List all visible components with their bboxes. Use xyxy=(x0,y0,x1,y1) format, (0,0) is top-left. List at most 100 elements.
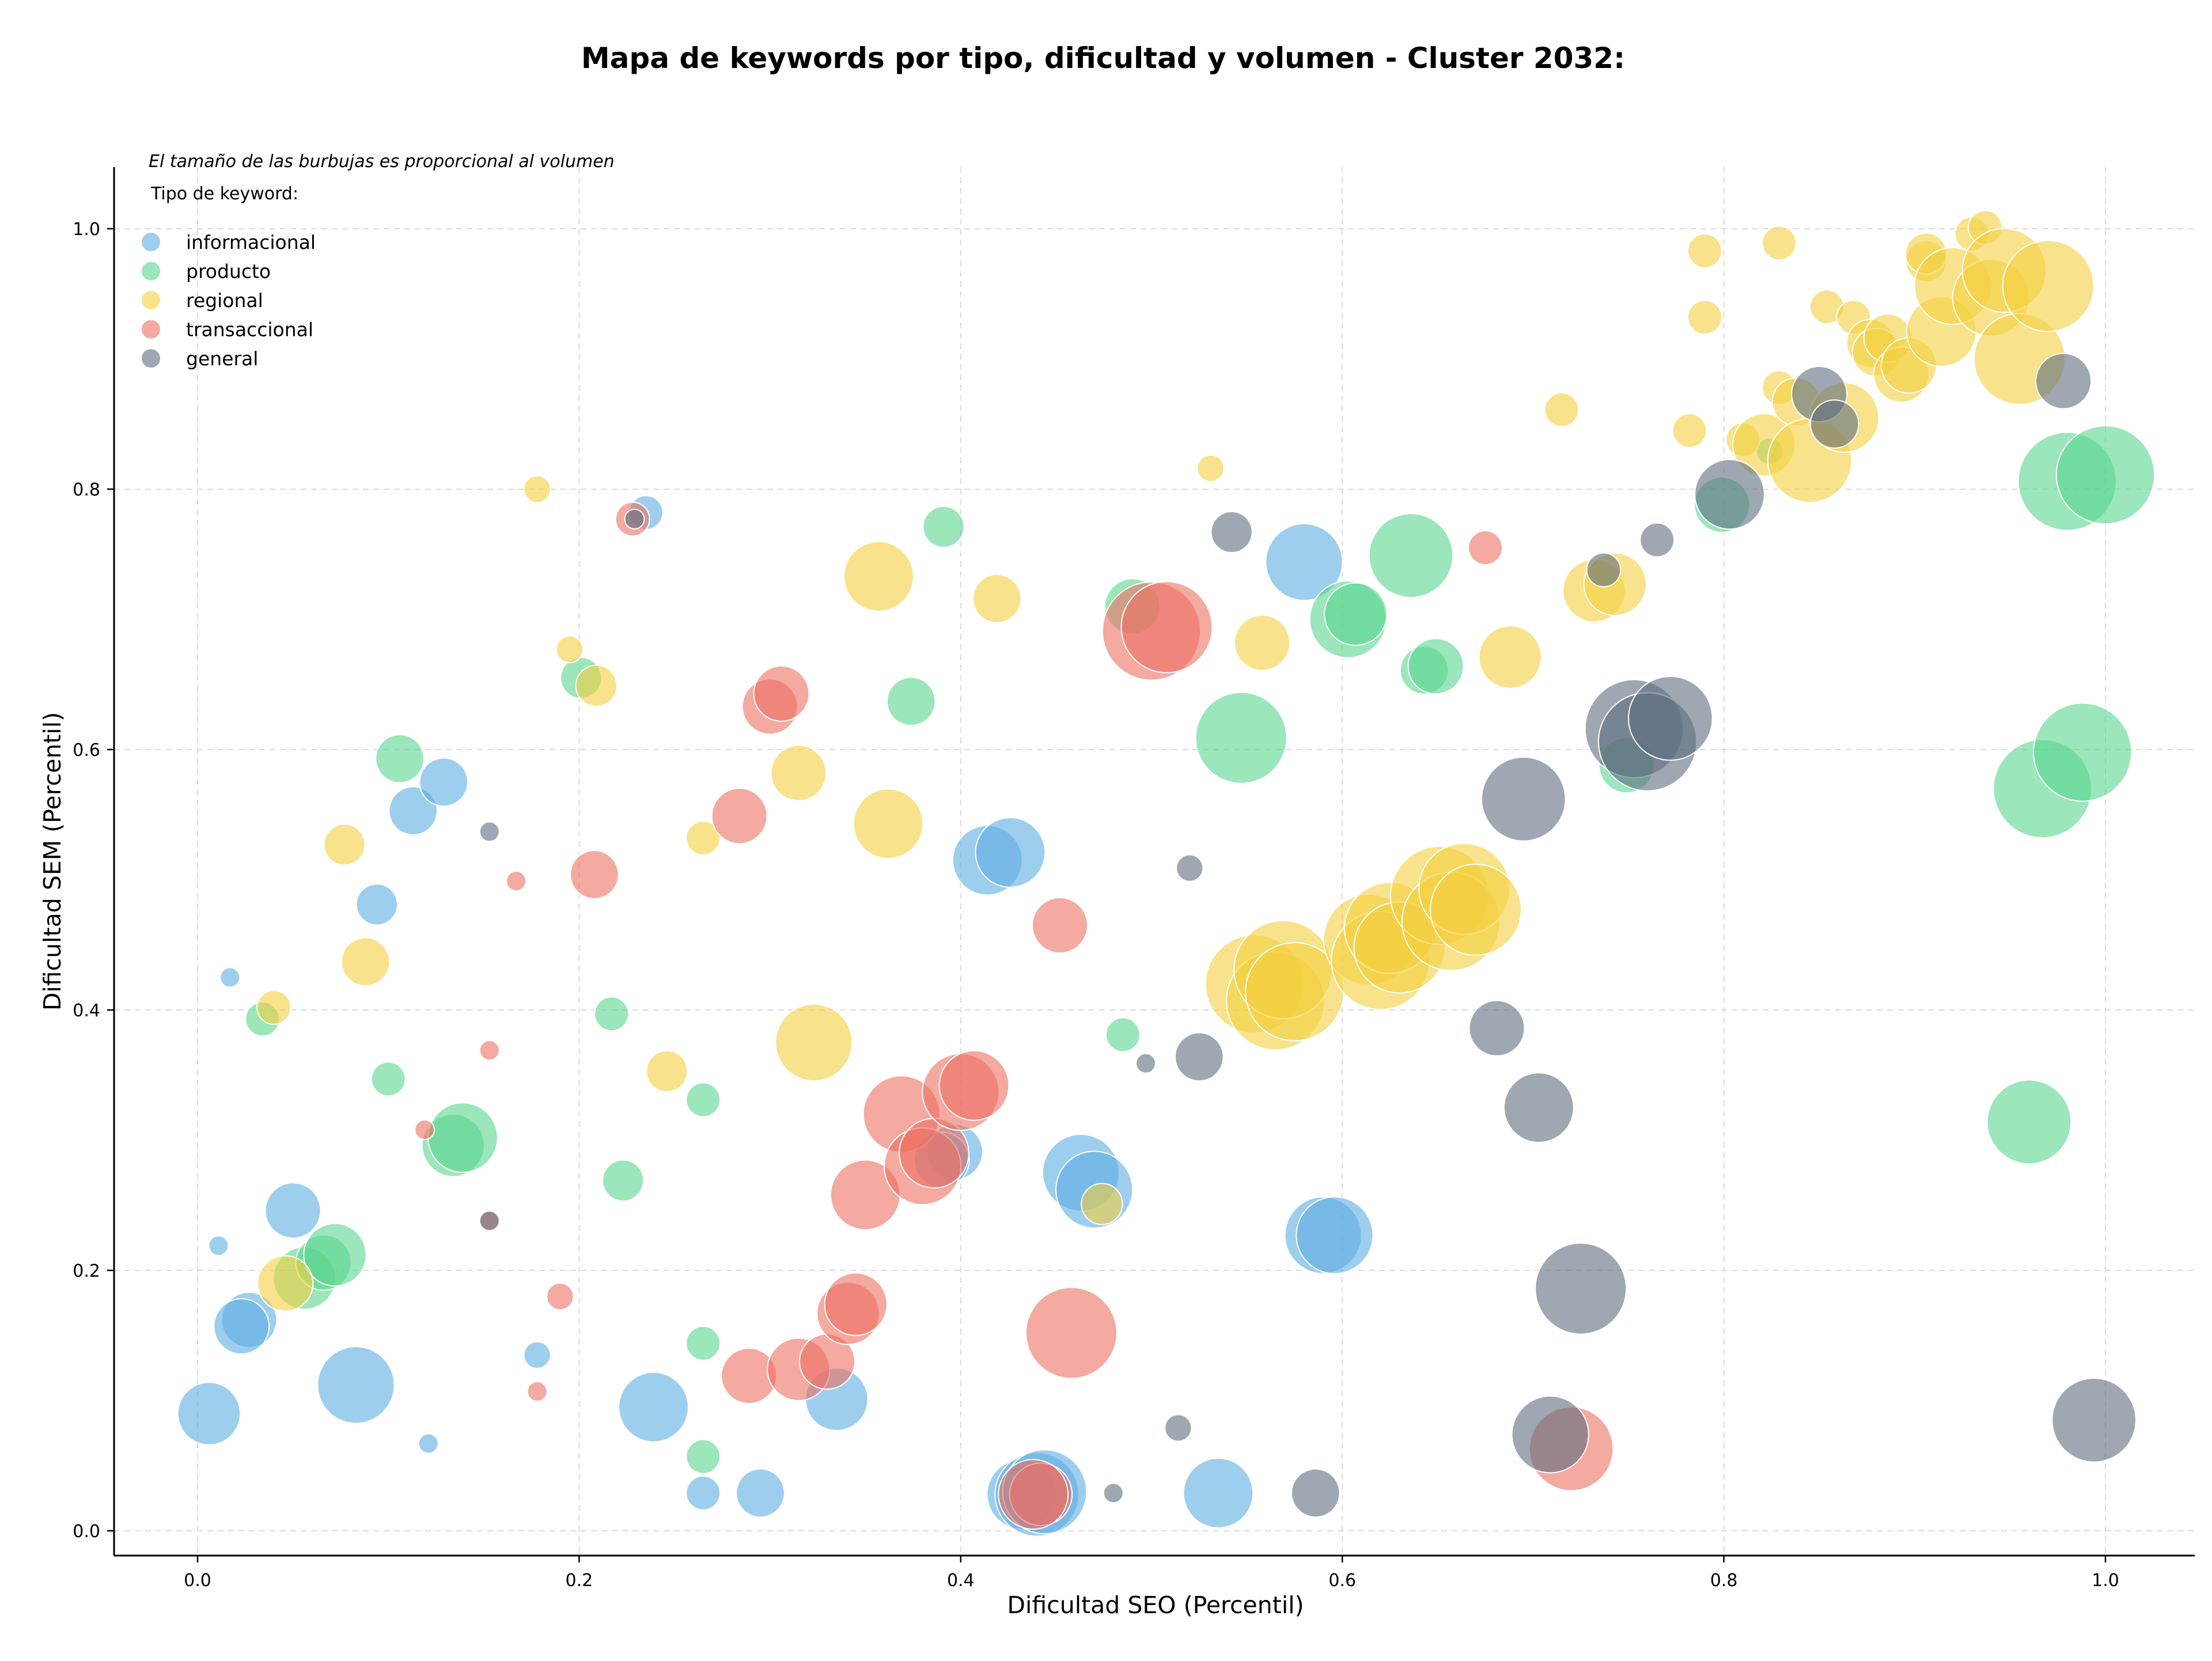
bubble-general xyxy=(1628,675,1713,761)
bubble-informacional xyxy=(388,786,438,836)
bubble-informacional xyxy=(264,1182,321,1239)
bubble-general xyxy=(479,821,500,842)
bubble-producto xyxy=(685,1439,721,1474)
bubble-transaccional xyxy=(414,1119,435,1140)
bubble-regional xyxy=(575,664,618,707)
bubble-transaccional xyxy=(1468,530,1503,566)
bubble-general xyxy=(2051,1378,2137,1463)
bubble-producto xyxy=(594,996,630,1032)
bubble-regional xyxy=(1672,413,1707,448)
bubble-regional xyxy=(770,744,827,801)
bubble-regional xyxy=(340,937,391,987)
bubble-informacional xyxy=(618,1371,689,1443)
bubble-size-note: El tamaño de las burbujas es proporciona… xyxy=(149,152,615,172)
bubble-regional xyxy=(1762,225,1797,261)
x-tick-label: 0.0 xyxy=(184,1571,211,1591)
bubble-producto xyxy=(601,1159,645,1202)
bubble-general xyxy=(1210,510,1253,554)
bubble-general xyxy=(1468,1000,1525,1057)
bubble-transaccional xyxy=(1120,581,1213,674)
bubble-regional xyxy=(323,823,366,866)
bubble-general xyxy=(479,1210,500,1232)
bubble-informacional xyxy=(177,1382,241,1446)
tick-marks: 0.0 0.2 0.4 0.6 0.8 1.0 0.0 0.2 0.4 0.6 0.8 1.0 xyxy=(73,220,2119,1591)
bubble-general xyxy=(1809,399,1859,449)
legend-marker-producto xyxy=(141,260,161,282)
bubble-informacional xyxy=(1265,523,1343,601)
x-axis-label: Dificultad SEO (Percentil) xyxy=(1007,1591,1304,1619)
y-tick-label: 0.6 xyxy=(73,740,100,760)
x-tick-label: 0.4 xyxy=(947,1571,975,1591)
bubble-informacional xyxy=(736,1468,785,1518)
bubbles xyxy=(177,210,2156,1537)
bubble-producto xyxy=(427,1102,498,1173)
bubble-producto xyxy=(922,505,965,548)
x-tick-label: 0.8 xyxy=(1710,1571,1738,1591)
bubble-transaccional xyxy=(527,1381,548,1402)
y-axis-label: Dificultad SEM (Percentil) xyxy=(39,712,66,1011)
bubble-transaccional xyxy=(998,1459,1069,1530)
legend: Tipo de keyword: informacional producto re… xyxy=(141,184,316,370)
bubble-producto xyxy=(303,1223,367,1287)
legend-marker-general xyxy=(141,348,161,369)
bubble-regional xyxy=(1478,625,1542,689)
legend-title: Tipo de keyword: xyxy=(150,184,298,204)
y-tick-label: 1.0 xyxy=(73,220,100,240)
bubble-transaccional xyxy=(711,788,768,845)
x-tick-label: 0.2 xyxy=(566,1571,593,1591)
bubble-producto xyxy=(1368,513,1454,599)
bubble-informacional xyxy=(419,757,469,807)
bubble-producto xyxy=(1195,691,1287,784)
bubble-informacional xyxy=(1296,1196,1374,1274)
bubble-informacional xyxy=(1183,1458,1254,1528)
bubble-regional xyxy=(256,990,291,1025)
bubble-general xyxy=(624,508,645,529)
bubble-general xyxy=(1176,854,1204,882)
bubble-producto xyxy=(685,1082,721,1118)
bubble-informacional xyxy=(208,1235,229,1257)
legend-marker-transaccional xyxy=(141,319,161,340)
bubble-producto xyxy=(2055,425,2156,525)
bubble-informacional xyxy=(975,817,1046,888)
y-tick-label: 0.8 xyxy=(73,480,100,500)
legend-label-producto: producto xyxy=(186,260,271,283)
bubble-producto xyxy=(886,676,936,727)
bubble-transaccional xyxy=(824,1272,888,1336)
chart-title: Mapa de keywords por tipo, dificultad y … xyxy=(581,41,1625,75)
bubble-general xyxy=(1103,1482,1124,1504)
y-tick-label: 0.4 xyxy=(73,1001,100,1021)
bubble-regional xyxy=(523,475,551,504)
legend-marker-regional xyxy=(141,290,161,311)
axes xyxy=(113,167,2195,1557)
bubble-transaccional xyxy=(546,1282,574,1311)
legend-label-transaccional: transaccional xyxy=(186,319,313,341)
bubble-regional xyxy=(843,541,914,612)
bubble-transaccional xyxy=(506,871,527,892)
bubble-transaccional xyxy=(1025,1287,1118,1379)
y-tick-label: 0.0 xyxy=(73,1522,100,1542)
bubble-regional xyxy=(853,788,924,860)
bubble-regional xyxy=(1687,300,1722,335)
bubble-informacional xyxy=(685,1475,721,1511)
bubble-informacional xyxy=(213,1298,270,1355)
bubble-informacional xyxy=(355,883,398,926)
bubble-regional xyxy=(1687,233,1722,268)
x-tick-label: 1.0 xyxy=(2092,1571,2119,1591)
bubble-producto xyxy=(1986,1079,2072,1165)
bubble-regional xyxy=(1234,614,1291,671)
bubble-regional xyxy=(257,1255,314,1312)
bubble-general xyxy=(1586,552,1622,588)
bubble-regional xyxy=(646,1050,688,1092)
bubble-regional xyxy=(1544,392,1580,427)
bubble-general xyxy=(1164,1414,1192,1442)
bubble-transaccional xyxy=(753,665,810,722)
legend-label-regional: regional xyxy=(186,289,263,312)
bubble-general xyxy=(1291,1468,1340,1518)
bubble-producto xyxy=(1407,638,1464,695)
bubble-regional xyxy=(685,820,721,856)
bubble-general xyxy=(1511,1395,1589,1474)
bubble-transaccional xyxy=(938,1050,1010,1121)
bubble-regional xyxy=(1196,454,1225,483)
